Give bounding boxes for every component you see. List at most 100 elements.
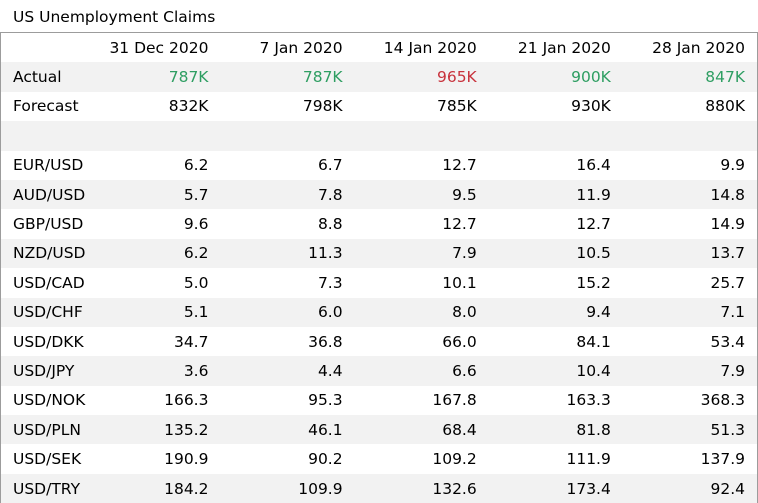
table-cell: 832K xyxy=(168,97,209,116)
table-cell: 109.9 xyxy=(298,479,343,498)
table-cell: 111.9 xyxy=(566,450,611,469)
table-cell: 184.2 xyxy=(164,479,209,498)
table-cell: 10.5 xyxy=(576,244,611,263)
row-label: USD/SEK xyxy=(13,450,82,469)
table-cell: 9.9 xyxy=(720,156,745,175)
table-cell: 46.1 xyxy=(308,420,343,439)
row-label: USD/DKK xyxy=(13,332,84,351)
table-cell: 95.3 xyxy=(308,391,343,410)
unemployment-claims-table: 31 Dec 2020 7 Jan 2020 14 Jan 2020 21 Ja… xyxy=(1,33,757,503)
table-cell: 14.9 xyxy=(710,215,745,234)
table-title: US Unemployment Claims xyxy=(13,8,216,26)
spacer-cell xyxy=(1,121,88,150)
table-cell: 4.4 xyxy=(317,361,343,380)
table-cell: 166.3 xyxy=(164,391,209,410)
table-cell: 785K xyxy=(436,97,477,116)
table-cell: 92.4 xyxy=(710,479,745,498)
table-cell: 7.3 xyxy=(317,273,343,292)
header-cell-date: 14 Jan 2020 xyxy=(383,38,477,57)
spacer-row xyxy=(1,121,757,151)
table-cell: 25.7 xyxy=(710,273,745,292)
table-cell: 6.2 xyxy=(183,156,209,175)
table-cell: 68.4 xyxy=(442,420,477,439)
table-cell: 14.8 xyxy=(710,185,745,204)
table-body: Actual 787K 787K 965K 900K 847K Forecast 832K 79… xyxy=(1,62,757,503)
table-cell: 8.0 xyxy=(452,303,477,322)
row-label: USD/JPY xyxy=(13,361,75,380)
table-cell: 900K xyxy=(571,68,611,87)
table-cell: 6.0 xyxy=(317,303,343,322)
table-cell: 66.0 xyxy=(442,332,477,351)
currency-pair-row: USD/DKK 34.7 36.8 66.0 84.1 53.4 xyxy=(1,326,757,357)
header-row: 31 Dec 2020 7 Jan 2020 14 Jan 2020 21 Ja… xyxy=(1,33,757,63)
currency-pair-row: USD/SEK 190.9 90.2 109.2 111.9 137.9 xyxy=(1,444,757,474)
row-label: USD/NOK xyxy=(13,391,86,410)
currency-pair-row: USD/JPY 3.6 4.4 6.6 10.4 7.9 xyxy=(1,356,757,386)
table-cell: 9.4 xyxy=(586,303,611,322)
data-table-frame: 31 Dec 2020 7 Jan 2020 14 Jan 2020 21 Ja… xyxy=(0,32,758,503)
table-cell: 15.2 xyxy=(576,273,611,292)
currency-pair-row: USD/PLN 135.2 46.1 68.4 81.8 51.3 xyxy=(1,415,757,445)
table-cell: 787K xyxy=(302,68,343,87)
table-cell: 787K xyxy=(168,68,209,87)
row-label: Actual xyxy=(13,68,62,87)
row-label: USD/CAD xyxy=(13,273,85,292)
table-cell: 847K xyxy=(705,68,745,87)
currency-pair-row: USD/TRY 184.2 109.9 132.6 173.4 92.4 xyxy=(1,473,757,503)
currency-pair-row: USD/CHF 5.1 6.0 8.0 9.4 7.1 xyxy=(1,297,757,327)
spacer-cell xyxy=(355,121,489,150)
table-cell: 16.4 xyxy=(576,156,611,175)
table-cell: 163.3 xyxy=(566,391,611,410)
header-cell-date: 31 Dec 2020 xyxy=(109,38,209,57)
table-cell: 880K xyxy=(705,97,745,116)
table-cell: 3.6 xyxy=(183,361,209,380)
table-cell: 965K xyxy=(436,68,477,87)
header-cell-date: 28 Jan 2020 xyxy=(652,38,745,57)
table-cell: 167.8 xyxy=(432,391,477,410)
table-cell: 12.7 xyxy=(442,215,477,234)
currency-pair-row: AUD/USD 5.7 7.8 9.5 11.9 14.8 xyxy=(1,179,757,210)
table-cell: 5.0 xyxy=(183,273,209,292)
table-cell: 12.7 xyxy=(442,156,477,175)
table-cell: 8.8 xyxy=(317,215,343,234)
forecast-row: Forecast 832K 798K 785K 930K 880K xyxy=(1,91,757,122)
row-label: AUD/USD xyxy=(13,185,86,204)
currency-pair-row: USD/NOK 166.3 95.3 167.8 163.3 368.3 xyxy=(1,385,757,416)
table-cell: 51.3 xyxy=(710,420,745,439)
actual-row: Actual 787K 787K 965K 900K 847K xyxy=(1,62,757,92)
currency-pair-row: USD/CAD 5.0 7.3 10.1 15.2 25.7 xyxy=(1,268,757,298)
table-cell: 10.4 xyxy=(576,361,611,380)
table-cell: 13.7 xyxy=(710,244,745,263)
table-cell: 173.4 xyxy=(566,479,611,498)
row-label: EUR/USD xyxy=(13,156,84,175)
row-label: NZD/USD xyxy=(13,244,86,263)
table-cell: 34.7 xyxy=(173,332,209,351)
table-cell: 81.8 xyxy=(576,420,611,439)
table-cell: 368.3 xyxy=(700,391,745,410)
row-label: Forecast xyxy=(13,97,79,116)
table-cell: 10.1 xyxy=(442,273,477,292)
table-cell: 930K xyxy=(571,97,611,116)
row-label: GBP/USD xyxy=(13,215,84,234)
spacer-cell xyxy=(489,121,623,150)
table-cell: 137.9 xyxy=(700,450,745,469)
table-cell: 90.2 xyxy=(308,450,343,469)
table-cell: 6.2 xyxy=(183,244,209,263)
table-cell: 7.9 xyxy=(452,244,477,263)
table-cell: 11.9 xyxy=(576,185,611,204)
row-label: USD/TRY xyxy=(13,479,81,498)
table-cell: 6.7 xyxy=(317,156,343,175)
table-cell: 7.1 xyxy=(720,303,745,322)
spacer-cell xyxy=(623,121,757,150)
header-cell-date: 21 Jan 2020 xyxy=(517,38,611,57)
table-cell: 190.9 xyxy=(164,450,209,469)
table-cell: 109.2 xyxy=(432,450,477,469)
table-cell: 7.9 xyxy=(720,361,745,380)
table-cell: 798K xyxy=(302,97,343,116)
spacer-cell xyxy=(220,121,354,150)
table-cell: 53.4 xyxy=(710,332,745,351)
table-cell: 84.1 xyxy=(576,332,611,351)
table-cell: 6.6 xyxy=(452,361,477,380)
table-cell: 7.8 xyxy=(317,185,343,204)
table-cell: 12.7 xyxy=(576,215,611,234)
